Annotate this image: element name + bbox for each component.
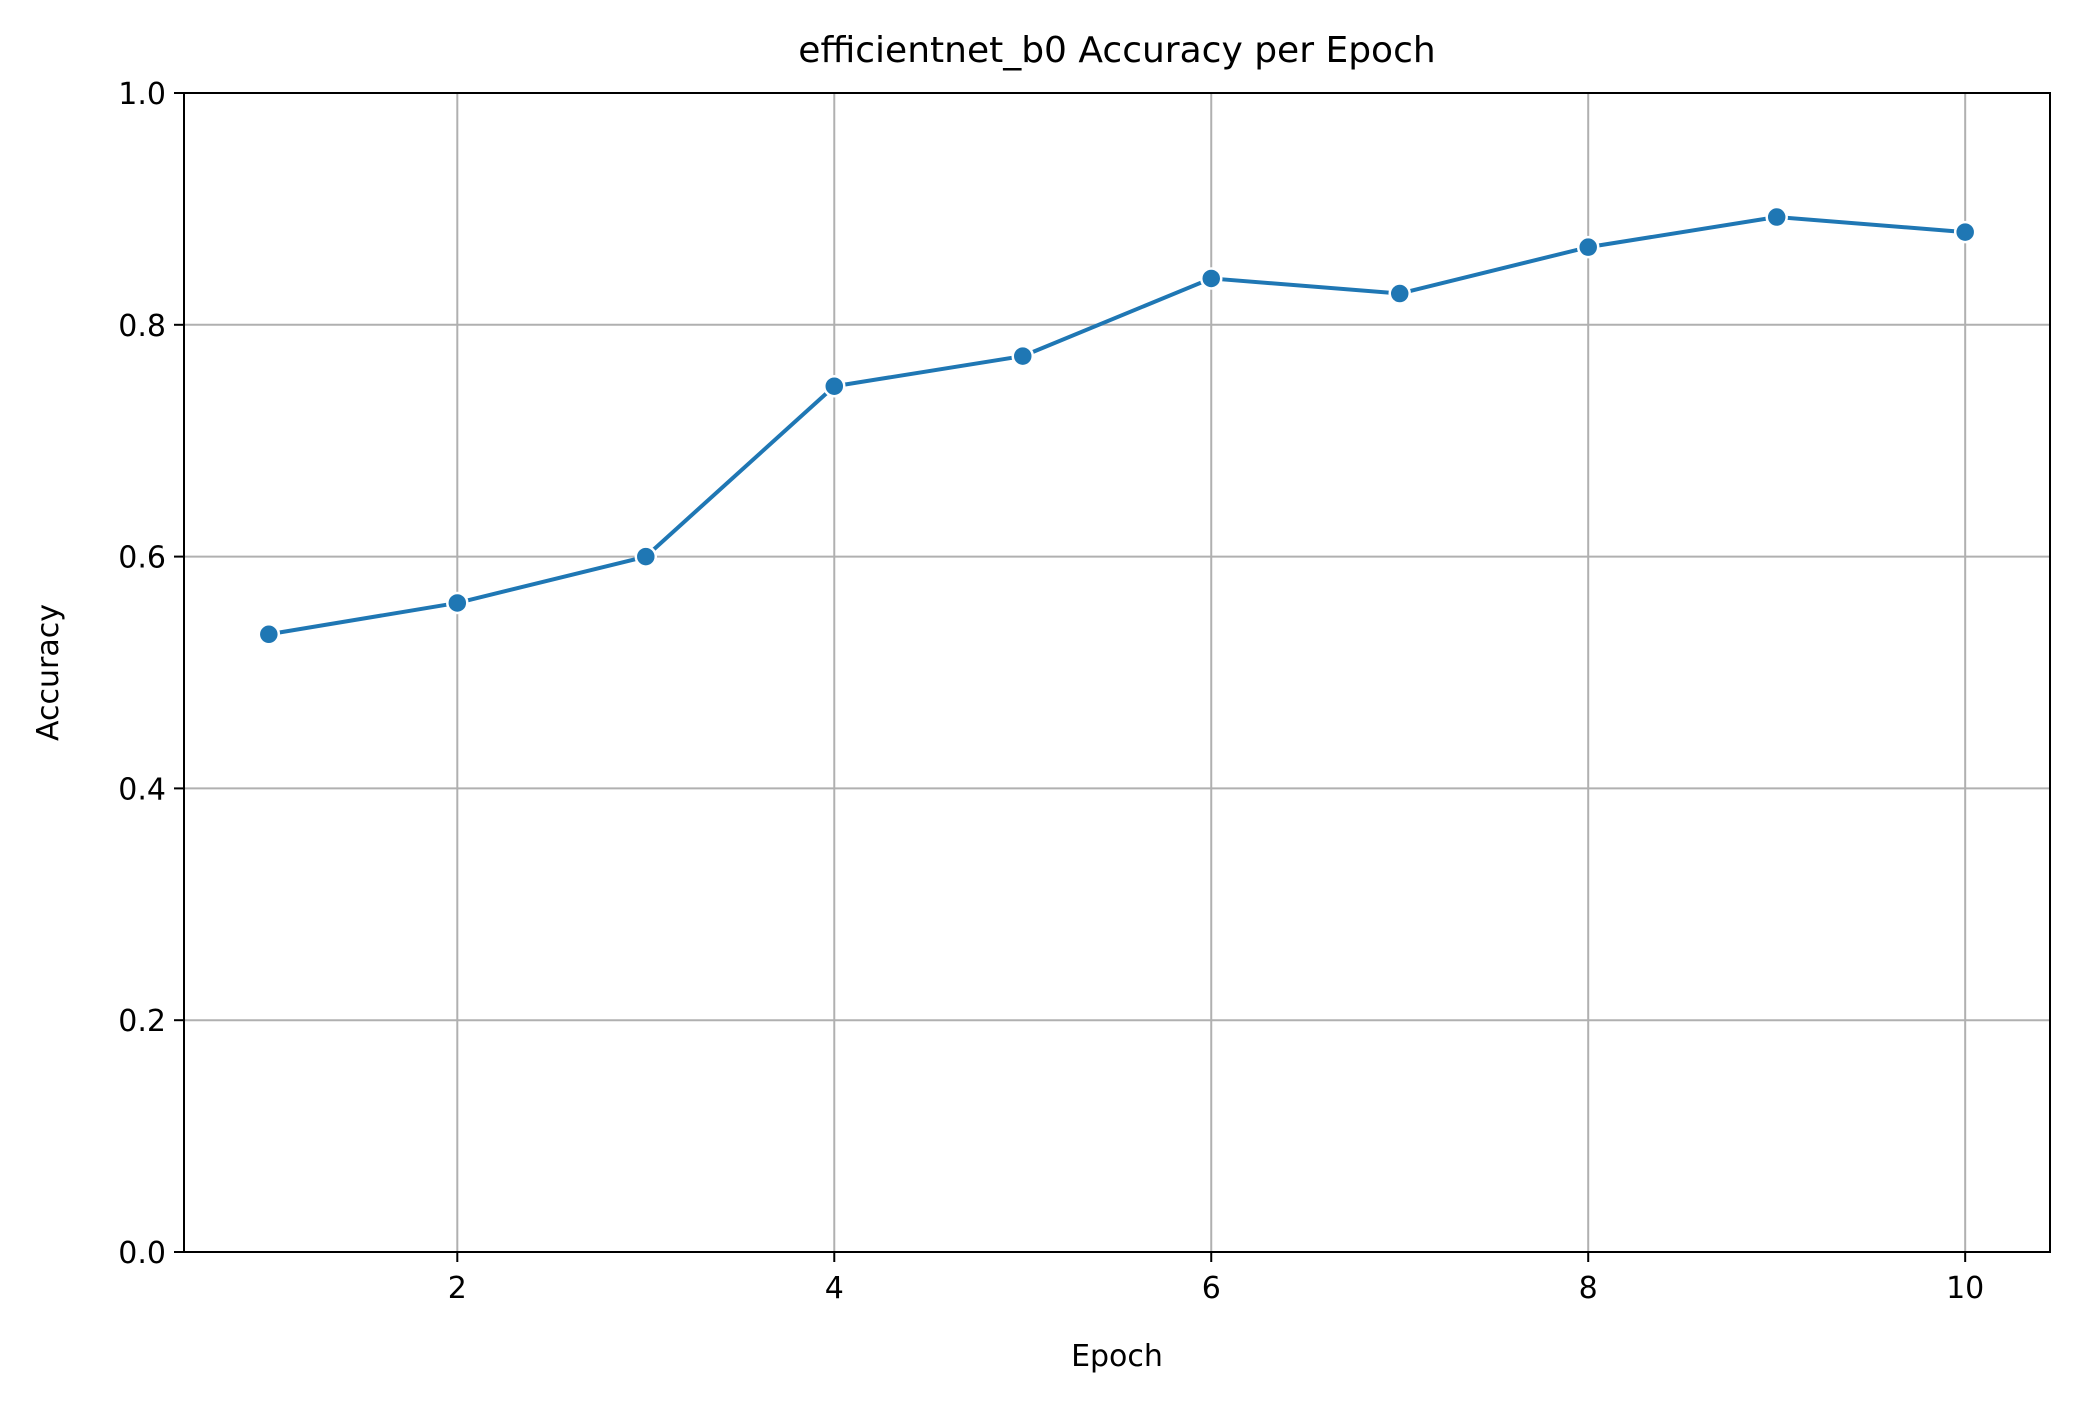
chart-title: efficientnet_b0 Accuracy per Epoch [798,30,1435,71]
y-tick-label: 0.8 [118,309,166,344]
data-point [1199,267,1223,290]
x-tick-label: 4 [825,1271,844,1306]
data-point [634,545,658,568]
plot-area-frame [183,92,2051,1253]
y-axis-label: Accuracy [31,604,66,741]
x-tick-label: 8 [1579,1271,1598,1306]
x-tick-label: 10 [1946,1271,1984,1306]
data-point [1576,235,1600,259]
data-point [446,591,469,615]
x-tick-label: 6 [1202,1271,1221,1306]
data-point [1765,205,1788,229]
x-tick-label: 2 [448,1271,467,1306]
y-tick-label: 0.2 [118,1004,166,1039]
y-tick-label: 1.0 [118,77,166,112]
axis-ticks: 2 4 6 8 10 0.0 0.2 0.4 0.6 0.8 1.0 [118,77,1984,1306]
series-line [268,215,1966,637]
data-point [1011,344,1035,368]
x-axis-label: Epoch [1071,1339,1163,1374]
data-point [257,623,281,646]
data-point [1388,282,1411,305]
y-tick-label: 0.0 [118,1236,166,1271]
y-tick-label: 0.6 [118,541,166,576]
data-point [823,374,846,398]
y-tick-label: 0.4 [118,772,166,807]
data-point [1953,220,1977,244]
series-layer [257,205,1977,646]
